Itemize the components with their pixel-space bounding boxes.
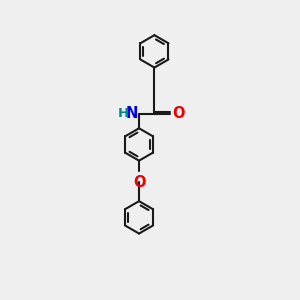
Text: O: O: [133, 175, 145, 190]
Text: O: O: [172, 106, 184, 121]
Text: N: N: [125, 106, 138, 121]
Text: H: H: [117, 106, 128, 120]
